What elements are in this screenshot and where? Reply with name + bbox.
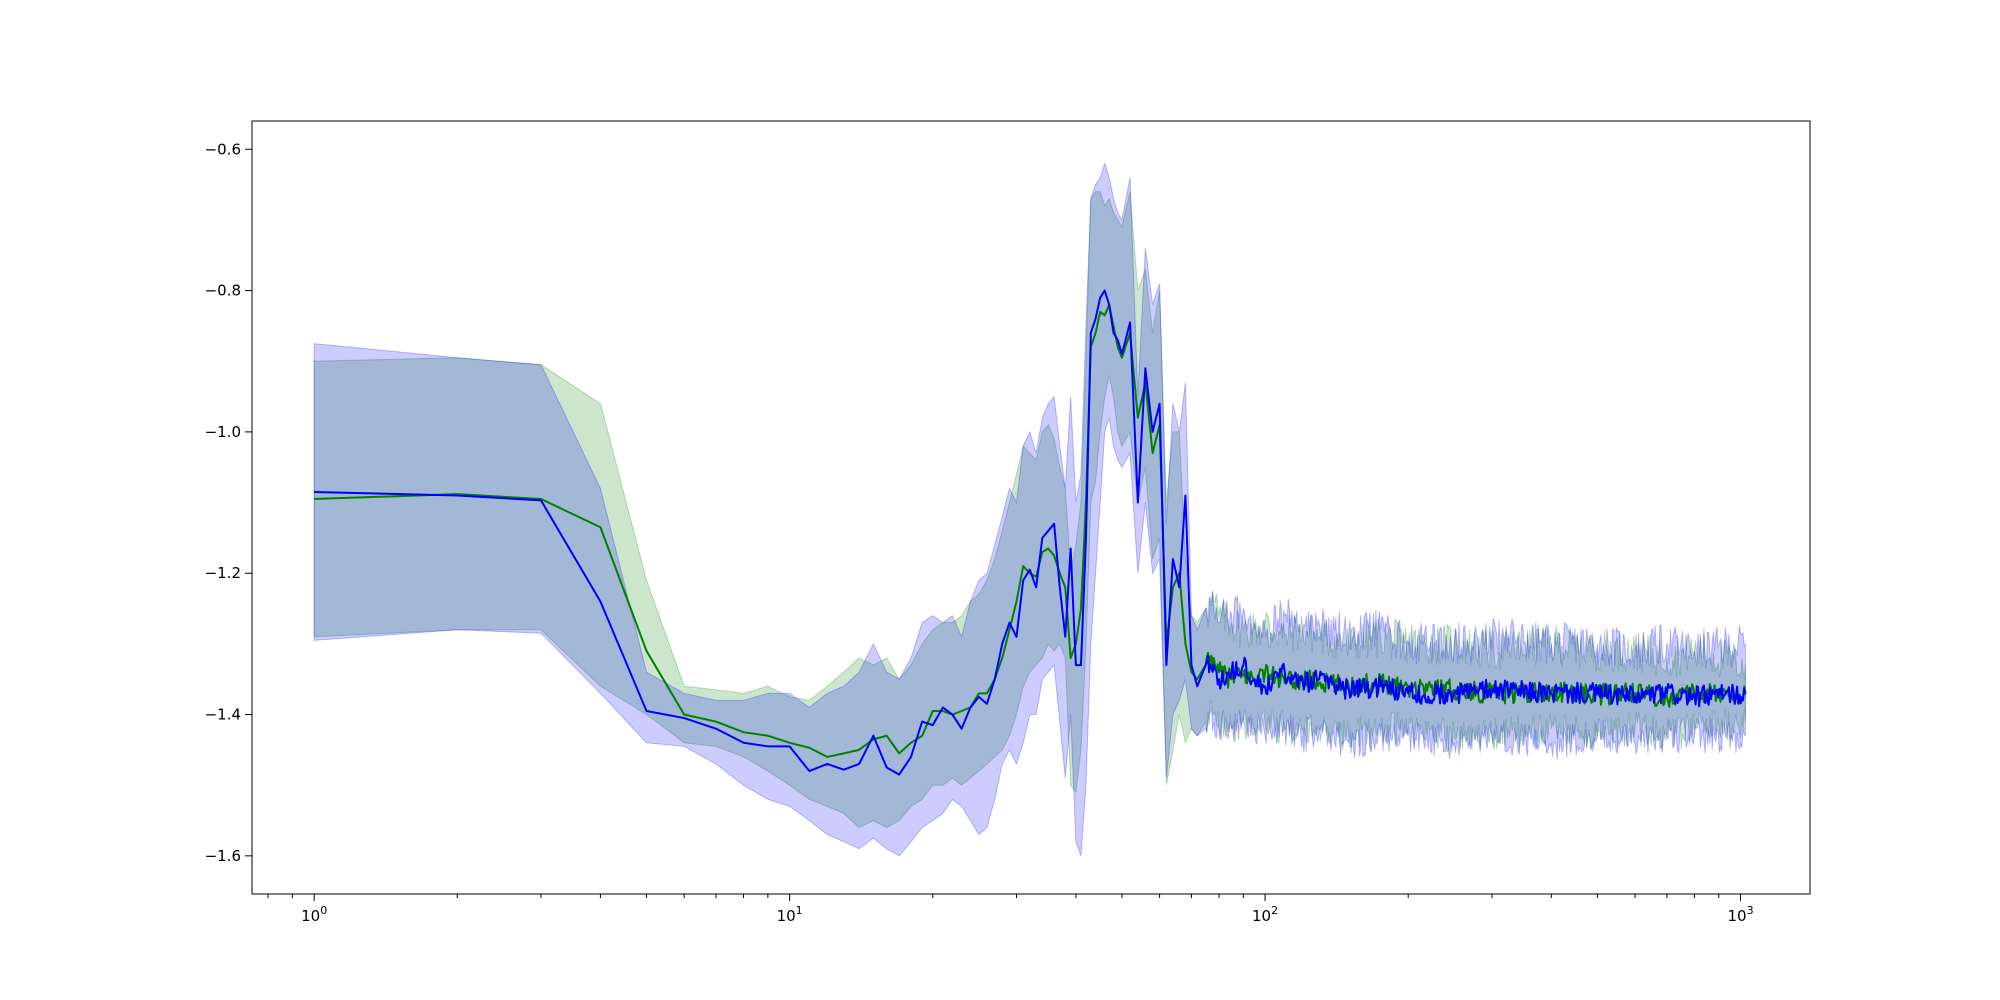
- series-2-line: [314, 289, 1747, 776]
- y-tick-label: −1.4: [205, 706, 241, 724]
- series-1-band: [313, 191, 1746, 829]
- x-tick-label: 101: [777, 904, 803, 925]
- y-tick-label: −1.0: [205, 423, 241, 441]
- y-tick-label: −0.6: [205, 140, 241, 158]
- x-axis: 100 101 102 103: [267, 894, 1754, 925]
- series-2-band: [313, 161, 1746, 857]
- x-tick-label: 103: [1727, 904, 1753, 925]
- y-tick-label: −1.6: [205, 847, 241, 865]
- confidence-bands: [313, 161, 1746, 857]
- series-lines: [314, 289, 1747, 776]
- x-tick-label: 100: [301, 904, 327, 925]
- y-tick-label: −0.8: [205, 282, 241, 300]
- y-axis: −0.6 −0.8 −1.0 −1.2 −1.4 −1.6: [205, 140, 252, 865]
- y-tick-label: −1.2: [205, 564, 241, 582]
- axes-frame: [251, 120, 1811, 895]
- x-tick-label: 102: [1252, 904, 1278, 925]
